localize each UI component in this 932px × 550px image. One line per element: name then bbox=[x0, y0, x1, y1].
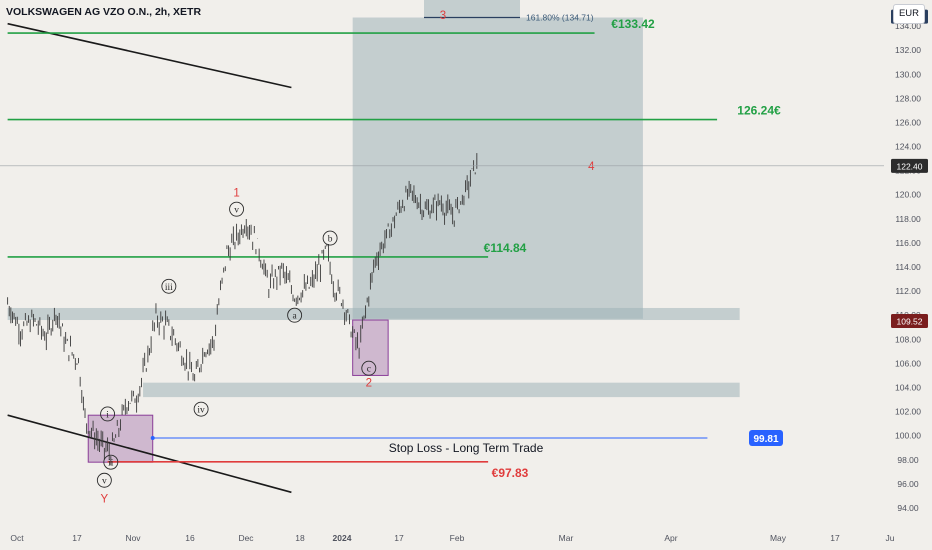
fib-label: 161.80% (134.71) bbox=[526, 13, 594, 23]
price-badge-1 bbox=[891, 158, 928, 173]
level-label-3: €97.83 bbox=[492, 466, 529, 480]
wave-circle-5 bbox=[229, 201, 245, 217]
price-badge-2 bbox=[891, 313, 928, 328]
wave-circle-13 bbox=[96, 472, 112, 488]
stop-loss-badge bbox=[749, 429, 783, 446]
wave-label-1: 1 bbox=[233, 187, 239, 199]
level-label-2: €114.84 bbox=[484, 241, 527, 255]
wave-label-2: 4 bbox=[588, 161, 595, 173]
trend-line-upper-channel bbox=[7, 22, 292, 89]
wave-label-12: ii bbox=[108, 459, 114, 469]
wave-label-5: v bbox=[234, 206, 239, 216]
wave-circle-9 bbox=[193, 401, 209, 417]
wave-label-9: iv bbox=[197, 406, 205, 416]
wave-circle-8 bbox=[287, 307, 303, 323]
stop-loss-anchor bbox=[150, 435, 155, 440]
trend-line-lower-channel bbox=[7, 414, 292, 494]
wave-label-0: 3 bbox=[440, 10, 446, 22]
x-tick-label: Apr bbox=[664, 533, 677, 543]
stop-loss-value: 99.81 bbox=[753, 434, 778, 445]
price-badge-label-1: 122.40 bbox=[897, 161, 923, 171]
level-label-1: 126.24€ bbox=[737, 104, 781, 118]
wave-circle-10 bbox=[361, 360, 377, 376]
y-tick-label: 134.00 bbox=[895, 21, 921, 31]
wave-label-13: v bbox=[102, 477, 107, 487]
y-tick-label: 114.00 bbox=[895, 262, 921, 272]
zone-support-band-lower bbox=[143, 382, 740, 398]
x-tick-label: Oct bbox=[10, 533, 24, 543]
wave-label-11: i bbox=[106, 410, 109, 420]
x-tick-label: Ju bbox=[886, 533, 895, 543]
y-tick-label: 132.00 bbox=[895, 45, 921, 55]
x-tick-label: Dec bbox=[238, 533, 254, 543]
y-tick-label: 130.00 bbox=[895, 69, 921, 79]
wave-circle-6 bbox=[322, 230, 338, 246]
x-tick-label: 18 bbox=[295, 533, 305, 543]
y-tick-label: 94.00 bbox=[897, 503, 919, 513]
wave-label-6: b bbox=[328, 235, 333, 245]
wave-circle-12 bbox=[103, 454, 119, 470]
y-axis-panel bbox=[884, 0, 932, 550]
x-tick-label: 2024 bbox=[333, 533, 352, 543]
x-tick-label: May bbox=[770, 533, 787, 543]
y-tick-label: 120.00 bbox=[895, 190, 921, 200]
fib-column bbox=[424, 0, 520, 18]
y-tick-label: 118.00 bbox=[895, 214, 921, 224]
y-tick-label: 108.00 bbox=[895, 334, 921, 344]
zone-buy-zone-jan bbox=[352, 319, 389, 376]
x-tick-label: Mar bbox=[559, 533, 574, 543]
y-tick-label: 96.00 bbox=[897, 479, 919, 489]
wave-circle-11 bbox=[100, 406, 116, 422]
wave-label-7: iii bbox=[165, 283, 173, 293]
level-label-0: €133.42 bbox=[611, 17, 655, 31]
currency-button[interactable]: EUR bbox=[893, 4, 925, 24]
y-tick-label: 124.00 bbox=[895, 142, 921, 152]
price-badge-label-2: 109.52 bbox=[897, 316, 923, 326]
chart-title: VOLKSWAGEN AG VZO O.N., 2h, XETR bbox=[6, 6, 202, 18]
x-tick-label: 17 bbox=[72, 533, 82, 543]
y-tick-label: 116.00 bbox=[895, 238, 921, 248]
zone-support-band-upper bbox=[7, 307, 740, 321]
y-tick-label: 98.00 bbox=[897, 455, 919, 465]
wave-label-3: 2 bbox=[366, 378, 372, 390]
y-tick-label: 112.00 bbox=[895, 286, 921, 296]
y-tick-label: 100.00 bbox=[895, 431, 921, 441]
y-tick-label: 102.00 bbox=[895, 407, 921, 417]
x-tick-label: 16 bbox=[185, 533, 195, 543]
x-tick-label: 17 bbox=[394, 533, 404, 543]
y-tick-label: 126.00 bbox=[895, 117, 921, 127]
x-tick-label: Nov bbox=[125, 533, 141, 543]
x-axis-panel bbox=[0, 528, 932, 550]
x-tick-label: Feb bbox=[450, 533, 465, 543]
zone-target-zone bbox=[352, 17, 643, 319]
y-tick-label: 104.00 bbox=[895, 382, 921, 392]
y-tick-label: 106.00 bbox=[895, 358, 921, 368]
wave-label-4: Y bbox=[101, 493, 109, 505]
wave-label-8: a bbox=[293, 312, 298, 322]
y-tick-label: 128.00 bbox=[895, 93, 921, 103]
wave-circle-7 bbox=[161, 278, 177, 294]
stop-loss-label: Stop Loss - Long Term Trade bbox=[389, 441, 544, 455]
x-tick-label: 17 bbox=[830, 533, 840, 543]
wave-label-10: c bbox=[367, 365, 371, 375]
